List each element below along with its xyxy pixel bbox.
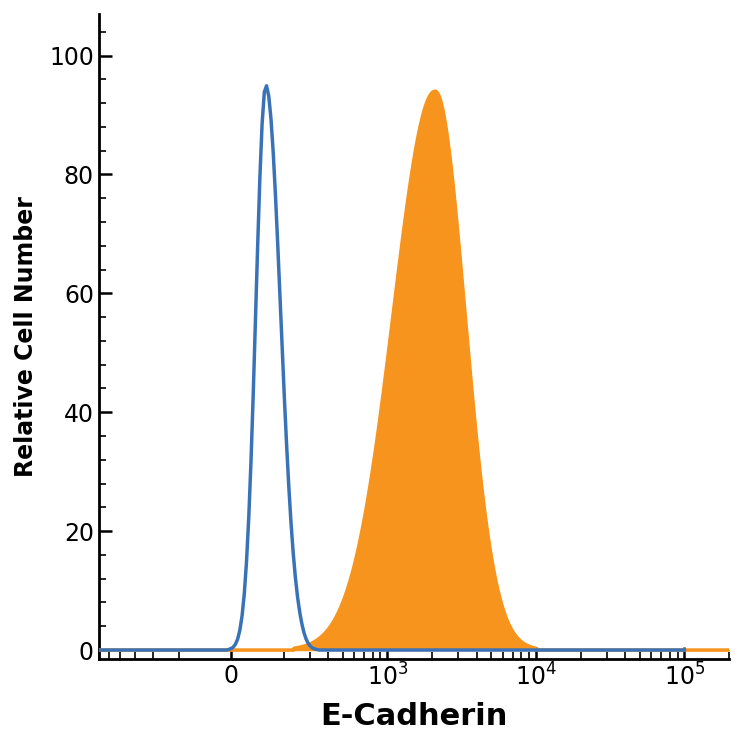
Y-axis label: Relative Cell Number: Relative Cell Number [14,196,38,477]
X-axis label: E-Cadherin: E-Cadherin [320,702,507,731]
